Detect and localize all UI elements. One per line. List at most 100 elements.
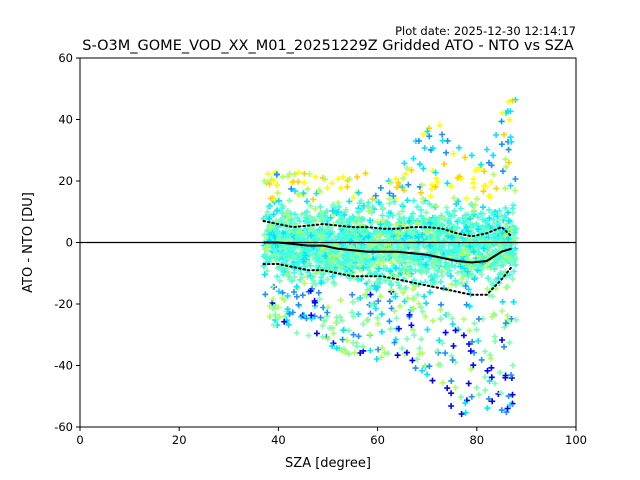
scatter-point bbox=[445, 242, 452, 249]
scatter-point bbox=[448, 183, 455, 190]
scatter-point bbox=[422, 313, 429, 320]
scatter-point bbox=[476, 165, 483, 171]
scatter-point bbox=[509, 97, 516, 104]
scatter-point bbox=[510, 268, 517, 275]
scatter-point bbox=[325, 304, 331, 311]
scatter-point bbox=[472, 275, 479, 282]
scatter-point bbox=[339, 216, 345, 222]
scatter-point bbox=[316, 186, 322, 193]
scatter-point bbox=[325, 229, 332, 236]
scatter-point bbox=[317, 250, 324, 257]
scatter-point bbox=[419, 182, 426, 189]
scatter-point bbox=[471, 320, 478, 327]
scatter-point bbox=[275, 304, 282, 311]
scatter-point bbox=[496, 217, 503, 224]
scatter-point bbox=[440, 215, 447, 221]
scatter-point bbox=[319, 271, 326, 278]
scatter-point bbox=[338, 240, 345, 247]
scatter-point bbox=[279, 250, 286, 257]
scatter-point bbox=[408, 213, 415, 220]
scatter-point bbox=[431, 249, 438, 256]
scatter-point bbox=[391, 339, 398, 346]
scatter-point bbox=[455, 198, 462, 205]
scatter-point bbox=[305, 332, 312, 339]
scatter-point bbox=[376, 265, 382, 272]
scatter-point bbox=[484, 405, 491, 412]
scatter-point bbox=[387, 280, 394, 287]
scatter-point bbox=[468, 265, 475, 272]
scatter-point bbox=[261, 253, 268, 260]
scatter-point bbox=[308, 312, 315, 319]
scatter-point bbox=[316, 296, 323, 303]
scatter-point bbox=[410, 155, 417, 162]
scatter-point bbox=[288, 185, 295, 192]
scatter-point bbox=[432, 219, 439, 226]
scatter-point bbox=[311, 216, 318, 222]
scatter-point bbox=[288, 217, 295, 224]
scatter-point bbox=[492, 338, 499, 345]
x-axis-label: SZA [degree] bbox=[285, 456, 371, 471]
y-tick-label: 40 bbox=[58, 113, 73, 127]
plot-date-label: Plot date: 2025-12-30 12:14:17 bbox=[395, 24, 576, 38]
scatter-point bbox=[281, 297, 288, 304]
scatter-point bbox=[379, 227, 386, 234]
scatter-point bbox=[407, 214, 414, 221]
scatter-point bbox=[463, 301, 470, 308]
scatter-point bbox=[474, 240, 481, 247]
scatter-point bbox=[270, 232, 277, 239]
scatter-point bbox=[445, 311, 452, 318]
scatter-point bbox=[437, 278, 444, 285]
scatter-point bbox=[274, 190, 281, 197]
scatter-point bbox=[502, 374, 509, 381]
scatter-point bbox=[351, 349, 358, 356]
scatter-point bbox=[512, 187, 519, 194]
scatter-point bbox=[405, 181, 412, 188]
scatter-point bbox=[373, 279, 380, 286]
scatter-point bbox=[312, 269, 319, 276]
scatter-point bbox=[471, 207, 478, 214]
scatter-point bbox=[275, 252, 282, 259]
scatter-point bbox=[414, 291, 421, 298]
scatter-point bbox=[471, 276, 478, 283]
scatter-point bbox=[472, 167, 479, 174]
scatter-point bbox=[315, 289, 322, 296]
scatter-point bbox=[301, 170, 308, 177]
scatter-point bbox=[510, 202, 517, 209]
scatter-point bbox=[390, 193, 397, 199]
scatter-point bbox=[376, 238, 383, 245]
scatter-point bbox=[284, 208, 291, 214]
scatter-point bbox=[404, 165, 410, 171]
scatter-point bbox=[488, 179, 495, 185]
scatter-point bbox=[340, 174, 347, 181]
scatter-point bbox=[364, 252, 371, 259]
scatter-point bbox=[412, 267, 419, 274]
y-tick-label: 20 bbox=[58, 174, 73, 188]
scatter-point bbox=[402, 242, 409, 249]
scatter-point bbox=[362, 256, 369, 263]
scatter-point bbox=[365, 278, 372, 285]
scatter-point bbox=[497, 246, 504, 253]
scatter-point bbox=[308, 225, 315, 232]
scatter-point bbox=[355, 189, 362, 196]
scatter-point bbox=[451, 207, 458, 214]
scatter-point bbox=[296, 229, 303, 236]
scatter-point bbox=[498, 390, 505, 397]
scatter-point bbox=[482, 217, 489, 224]
scatter-point bbox=[464, 238, 471, 245]
scatter-point bbox=[403, 349, 410, 356]
scatter-point bbox=[470, 362, 477, 369]
scatter-point bbox=[457, 263, 464, 270]
scatter-point bbox=[342, 230, 348, 237]
scatter-point bbox=[406, 259, 413, 266]
scatter-point bbox=[470, 184, 477, 191]
scatter-point bbox=[378, 328, 385, 335]
scatter-point bbox=[300, 190, 307, 197]
scatter-point bbox=[452, 242, 459, 249]
scatter-point bbox=[322, 212, 329, 219]
scatter-point bbox=[360, 265, 367, 271]
scatter-point bbox=[329, 343, 336, 350]
scatter-point bbox=[490, 171, 497, 178]
scatter-point bbox=[353, 340, 360, 346]
scatter-point bbox=[293, 293, 300, 300]
scatter-point bbox=[419, 367, 426, 374]
